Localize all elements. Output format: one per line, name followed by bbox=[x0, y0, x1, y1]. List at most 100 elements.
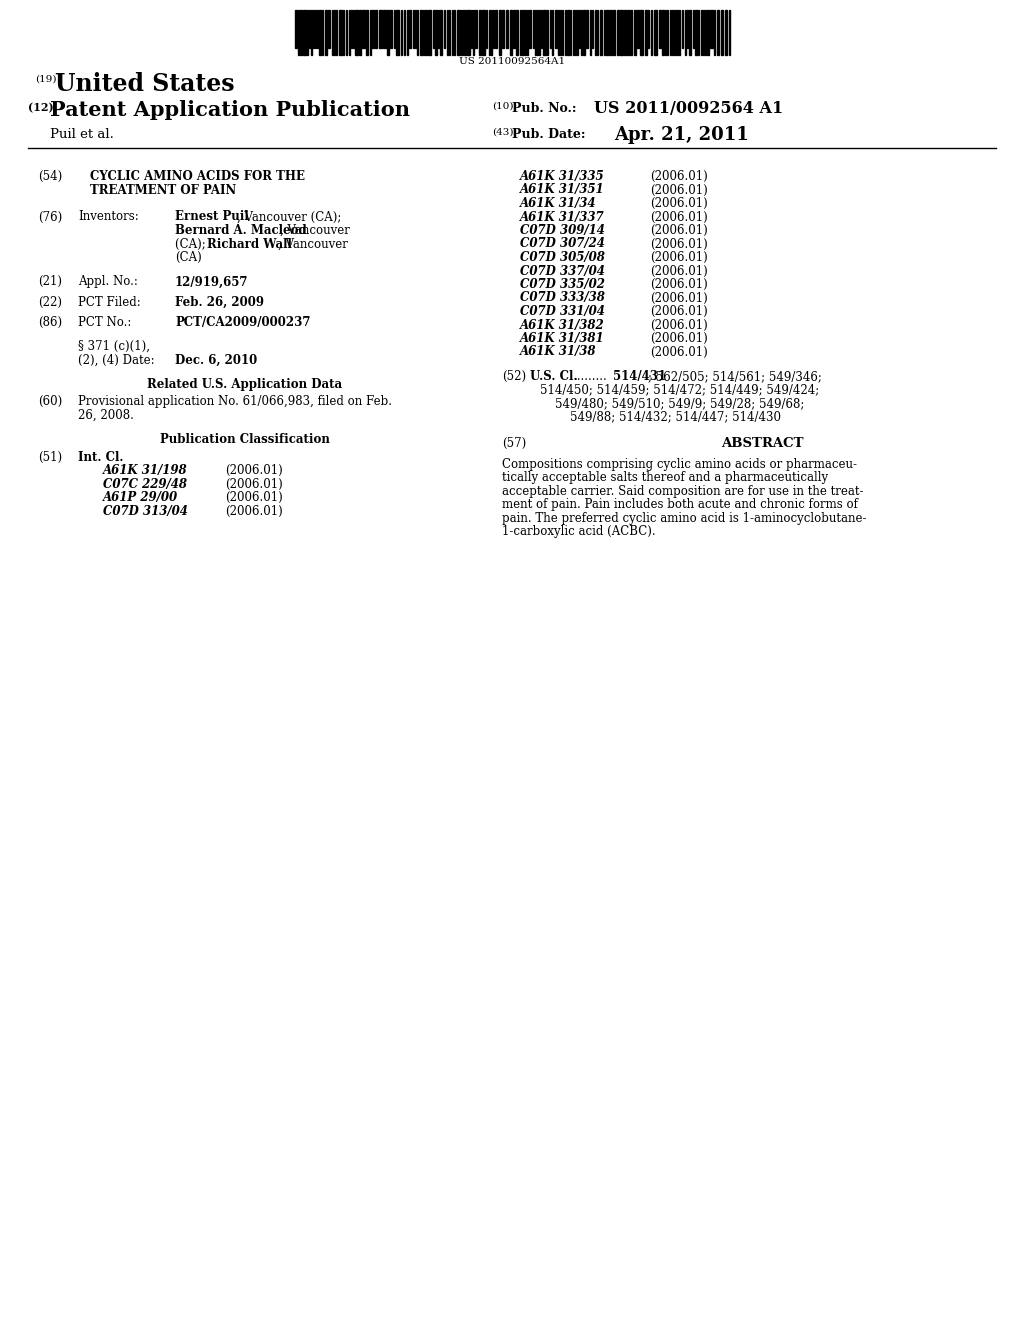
Bar bbox=[499, 11, 501, 55]
Bar bbox=[617, 11, 618, 55]
Text: Richard Wall: Richard Wall bbox=[207, 238, 292, 251]
Bar bbox=[586, 11, 588, 48]
Text: (2006.01): (2006.01) bbox=[650, 346, 708, 359]
Text: C07D 309/14: C07D 309/14 bbox=[520, 224, 605, 238]
Text: (2006.01): (2006.01) bbox=[650, 305, 708, 318]
Text: 514/431: 514/431 bbox=[613, 370, 667, 383]
Text: (12): (12) bbox=[28, 102, 53, 114]
Bar bbox=[640, 11, 643, 55]
Bar bbox=[502, 11, 504, 48]
Bar bbox=[522, 11, 524, 55]
Bar bbox=[695, 11, 697, 55]
Text: C07D 307/24: C07D 307/24 bbox=[520, 238, 605, 251]
Text: (10): (10) bbox=[492, 102, 513, 111]
Bar bbox=[710, 11, 713, 48]
Text: Dec. 6, 2010: Dec. 6, 2010 bbox=[175, 354, 257, 367]
Text: Publication Classification: Publication Classification bbox=[160, 433, 330, 446]
Bar bbox=[467, 11, 470, 55]
Text: A61P 29/00: A61P 29/00 bbox=[103, 491, 178, 504]
Bar bbox=[475, 11, 477, 48]
Text: 549/480; 549/510; 549/9; 549/28; 549/68;: 549/480; 549/510; 549/9; 549/28; 549/68; bbox=[555, 397, 805, 409]
Text: (57): (57) bbox=[502, 437, 526, 450]
Text: 514/450; 514/459; 514/472; 514/449; 549/424;: 514/450; 514/459; 514/472; 514/449; 549/… bbox=[540, 383, 819, 396]
Text: (2006.01): (2006.01) bbox=[650, 238, 708, 251]
Bar bbox=[721, 11, 723, 55]
Bar bbox=[717, 11, 719, 55]
Text: Bernard A. Macleod: Bernard A. Macleod bbox=[175, 224, 307, 238]
Bar bbox=[506, 11, 508, 48]
Text: CYCLIC AMINO ACIDS FOR THE: CYCLIC AMINO ACIDS FOR THE bbox=[90, 170, 305, 183]
Bar bbox=[362, 11, 365, 48]
Bar bbox=[725, 11, 727, 55]
Bar bbox=[390, 11, 392, 48]
Bar bbox=[583, 11, 585, 55]
Text: (60): (60) bbox=[38, 396, 62, 408]
Bar bbox=[543, 11, 546, 55]
Text: Puil et al.: Puil et al. bbox=[50, 128, 114, 141]
Bar bbox=[567, 11, 569, 55]
Text: Inventors:: Inventors: bbox=[78, 210, 138, 223]
Text: (2006.01): (2006.01) bbox=[650, 251, 708, 264]
Text: United States: United States bbox=[55, 73, 234, 96]
Bar bbox=[303, 11, 306, 55]
Text: (2006.01): (2006.01) bbox=[650, 197, 708, 210]
Text: , Vancouver (CA);: , Vancouver (CA); bbox=[237, 210, 341, 223]
Text: Int. Cl.: Int. Cl. bbox=[78, 451, 124, 463]
Bar bbox=[620, 11, 623, 55]
Text: (43): (43) bbox=[492, 128, 513, 137]
Text: US 2011/0092564 A1: US 2011/0092564 A1 bbox=[594, 100, 783, 117]
Bar bbox=[529, 11, 531, 48]
Text: A61K 31/337: A61K 31/337 bbox=[520, 210, 604, 223]
Text: acceptable carrier. Said composition are for use in the treat-: acceptable carrier. Said composition are… bbox=[502, 484, 863, 498]
Text: (86): (86) bbox=[38, 315, 62, 329]
Text: (CA);: (CA); bbox=[175, 238, 210, 251]
Text: (2006.01): (2006.01) bbox=[650, 292, 708, 305]
Text: Pub. No.:: Pub. No.: bbox=[512, 102, 577, 115]
Text: (CA): (CA) bbox=[175, 251, 202, 264]
Text: (2006.01): (2006.01) bbox=[225, 465, 283, 478]
Bar bbox=[482, 11, 485, 55]
Text: C07C 229/48: C07C 229/48 bbox=[103, 478, 187, 491]
Bar bbox=[606, 11, 609, 55]
Text: Patent Application Publication: Patent Application Publication bbox=[50, 100, 410, 120]
Bar bbox=[375, 11, 377, 48]
Text: (2006.01): (2006.01) bbox=[650, 279, 708, 290]
Text: (2006.01): (2006.01) bbox=[650, 333, 708, 345]
Text: A61K 31/38: A61K 31/38 bbox=[520, 346, 597, 359]
Text: tically acceptable salts thereof and a pharmaceutically: tically acceptable salts thereof and a p… bbox=[502, 471, 828, 484]
Text: 1-carboxylic acid (ACBC).: 1-carboxylic acid (ACBC). bbox=[502, 525, 655, 539]
Text: C07D 333/38: C07D 333/38 bbox=[520, 292, 605, 305]
Text: C07D 335/02: C07D 335/02 bbox=[520, 279, 605, 290]
Bar bbox=[359, 11, 361, 55]
Text: (19): (19) bbox=[35, 75, 56, 84]
Bar bbox=[319, 11, 321, 55]
Text: 549/88; 514/432; 514/447; 514/430: 549/88; 514/432; 514/447; 514/430 bbox=[570, 411, 781, 424]
Text: (2006.01): (2006.01) bbox=[225, 478, 283, 491]
Bar bbox=[396, 11, 399, 55]
Bar bbox=[510, 11, 512, 55]
Text: (54): (54) bbox=[38, 170, 62, 183]
Text: (22): (22) bbox=[38, 296, 62, 309]
Text: Appl. No.:: Appl. No.: bbox=[78, 276, 138, 288]
Text: C07D 337/04: C07D 337/04 bbox=[520, 264, 605, 277]
Bar bbox=[634, 11, 636, 55]
Bar bbox=[355, 11, 358, 55]
Text: A61K 31/34: A61K 31/34 bbox=[520, 197, 597, 210]
Text: (2006.01): (2006.01) bbox=[650, 224, 708, 238]
Bar bbox=[555, 11, 557, 48]
Bar bbox=[600, 11, 602, 55]
Text: (2006.01): (2006.01) bbox=[650, 210, 708, 223]
Text: C07D 313/04: C07D 313/04 bbox=[103, 504, 187, 517]
Bar bbox=[379, 11, 382, 48]
Text: PCT Filed:: PCT Filed: bbox=[78, 296, 140, 309]
Text: A61K 31/335: A61K 31/335 bbox=[520, 170, 604, 183]
Bar bbox=[328, 11, 330, 48]
Text: C07D 331/04: C07D 331/04 bbox=[520, 305, 605, 318]
Text: Provisional application No. 61/066,983, filed on Feb.: Provisional application No. 61/066,983, … bbox=[78, 396, 392, 408]
Bar bbox=[295, 11, 297, 48]
Bar bbox=[339, 11, 342, 55]
Text: C07D 305/08: C07D 305/08 bbox=[520, 251, 605, 264]
Bar bbox=[645, 11, 647, 55]
Text: § 371 (c)(1),: § 371 (c)(1), bbox=[78, 341, 150, 354]
Bar bbox=[707, 11, 709, 55]
